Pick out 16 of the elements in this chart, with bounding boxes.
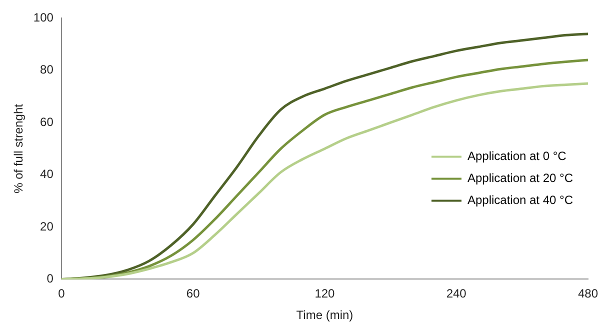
x-tick-label: 240 xyxy=(446,286,467,301)
x-tick-label: 480 xyxy=(578,286,598,301)
y-axis-title: % of full strenght xyxy=(12,103,26,194)
y-tick-label: 60 xyxy=(40,114,54,129)
x-axis-title: Time (min) xyxy=(296,308,354,322)
y-tick-label: 40 xyxy=(40,167,54,182)
x-tick-label: 0 xyxy=(58,286,66,301)
y-tick-label: 100 xyxy=(33,10,54,25)
x-tick-label: 120 xyxy=(314,286,336,301)
y-tick-label: 20 xyxy=(40,219,54,234)
legend-label: Application at 40 °C xyxy=(467,193,574,208)
legend-label: Application at 0 °C xyxy=(467,149,567,164)
legend-label: Application at 20 °C xyxy=(467,171,574,186)
y-tick-label: 0 xyxy=(46,272,54,286)
x-tick-label: 60 xyxy=(186,286,200,301)
y-tick-label: 80 xyxy=(40,62,54,77)
